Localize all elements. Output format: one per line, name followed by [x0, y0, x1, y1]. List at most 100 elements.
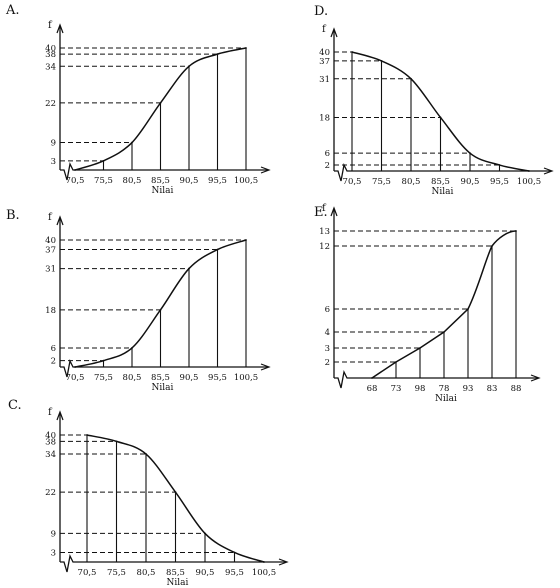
y-tick-label: 3 — [325, 344, 330, 354]
x-tick-label: 98 — [415, 384, 426, 394]
x-tick-label: 95,5 — [490, 177, 509, 187]
data-point — [515, 230, 517, 232]
x-tick-label: 95,5 — [208, 176, 227, 186]
x-tick-label: 85,5 — [431, 177, 450, 187]
y-tick-label: 40 — [45, 236, 56, 246]
y-tick-label: 9 — [51, 139, 56, 149]
data-point — [439, 116, 442, 119]
x-tick-label: 75,5 — [94, 176, 113, 186]
y-tick-label: 22 — [45, 488, 56, 498]
data-point — [245, 239, 247, 241]
y-tick-label: 40 — [45, 44, 56, 54]
x-tick-label: 80,5 — [123, 373, 142, 383]
data-point — [410, 77, 412, 80]
y-tick-label: 31 — [319, 75, 330, 85]
x-tick-label: 85,5 — [151, 176, 170, 186]
data-point — [467, 308, 469, 310]
x-tick-label: 100,5 — [234, 176, 258, 186]
data-point — [216, 53, 219, 55]
x-axis-label: Nilai — [152, 186, 174, 196]
y-tick-label: 2 — [325, 161, 330, 171]
x-tick-label: 90,5 — [196, 568, 215, 578]
data-point — [419, 347, 421, 349]
x-tick-label: 70,5 — [78, 568, 97, 578]
y-axis-arrow — [56, 410, 64, 421]
x-tick-label: 100,5 — [234, 373, 258, 383]
y-axis-arrow — [56, 23, 64, 34]
x-tick-label: 78 — [439, 384, 450, 394]
y-tick-label: 3 — [51, 157, 56, 167]
x-tick-label: 93 — [463, 384, 474, 394]
x-tick-label: 88 — [511, 384, 522, 394]
x-axis-arrow — [278, 558, 289, 566]
data-point — [115, 440, 118, 443]
y-tick-label: 31 — [45, 265, 56, 275]
option-label: B. — [6, 208, 20, 223]
data-point — [498, 164, 501, 166]
data-point — [469, 152, 471, 155]
data-point — [528, 170, 530, 172]
y-tick-label: 34 — [45, 62, 56, 72]
x-tick-label: 68 — [367, 384, 378, 394]
data-point — [174, 491, 177, 494]
y-tick-label: 9 — [51, 529, 56, 539]
x-tick-label: 83 — [487, 384, 498, 394]
x-tick-label: 90,5 — [180, 373, 199, 383]
x-tick-label: 75,5 — [372, 177, 391, 187]
x-axis — [60, 553, 286, 573]
y-axis-label: f — [48, 212, 53, 223]
x-tick-label: 85,5 — [166, 568, 185, 578]
y-axis-arrow — [330, 27, 338, 38]
x-tick-label: 80,5 — [123, 176, 142, 186]
data-point — [74, 169, 76, 171]
y-axis-label: f — [48, 20, 53, 31]
x-axis-label: Nilai — [435, 394, 457, 404]
x-tick-label: 85,5 — [151, 373, 170, 383]
data-point — [188, 267, 190, 270]
data-point — [102, 159, 105, 162]
data-point — [216, 248, 219, 251]
y-tick-label: 40 — [45, 431, 56, 441]
y-tick-label: 6 — [51, 344, 56, 354]
data-point — [380, 60, 383, 62]
data-point — [371, 377, 373, 379]
data-point — [159, 308, 162, 311]
x-tick-label: 73 — [391, 384, 402, 394]
x-tick-label: 75,5 — [94, 373, 113, 383]
x-tick-label: 70,5 — [343, 177, 362, 187]
x-axis-label: Nilai — [432, 187, 454, 197]
x-tick-label: 90,5 — [461, 177, 480, 187]
data-point — [102, 359, 105, 362]
y-tick-label: 2 — [51, 357, 56, 367]
x-tick-label: 80,5 — [137, 568, 156, 578]
x-tick-label: 75,5 — [107, 568, 126, 578]
data-point — [159, 102, 162, 104]
data-point — [145, 453, 147, 455]
x-axis-arrow — [530, 374, 541, 382]
y-tick-label: 4 — [325, 328, 330, 338]
y-tick-label: 40 — [319, 48, 330, 58]
y-tick-label: 34 — [45, 450, 56, 460]
y-tick-label: 22 — [45, 99, 56, 109]
option-label: E. — [314, 205, 328, 220]
data-point — [395, 361, 397, 363]
y-axis-arrow — [330, 206, 338, 217]
y-axis-label: f — [322, 24, 327, 35]
y-axis-label: f — [322, 203, 327, 214]
x-axis-arrow — [260, 363, 271, 371]
data-point — [351, 51, 353, 53]
x-tick-label: 100,5 — [252, 568, 276, 578]
x-axis-arrow — [260, 166, 271, 174]
x-axis — [60, 161, 268, 181]
data-point — [443, 331, 445, 333]
chart-option-e: E.f 2 3 4 6 12 13 68 73 98 78 93 83 88 Nilai — [314, 203, 541, 404]
y-tick-label: 38 — [45, 437, 56, 447]
x-tick-label: 90,5 — [180, 176, 199, 186]
data-point — [491, 245, 493, 247]
data-point — [74, 366, 76, 368]
x-tick-label: 70,5 — [66, 176, 85, 186]
